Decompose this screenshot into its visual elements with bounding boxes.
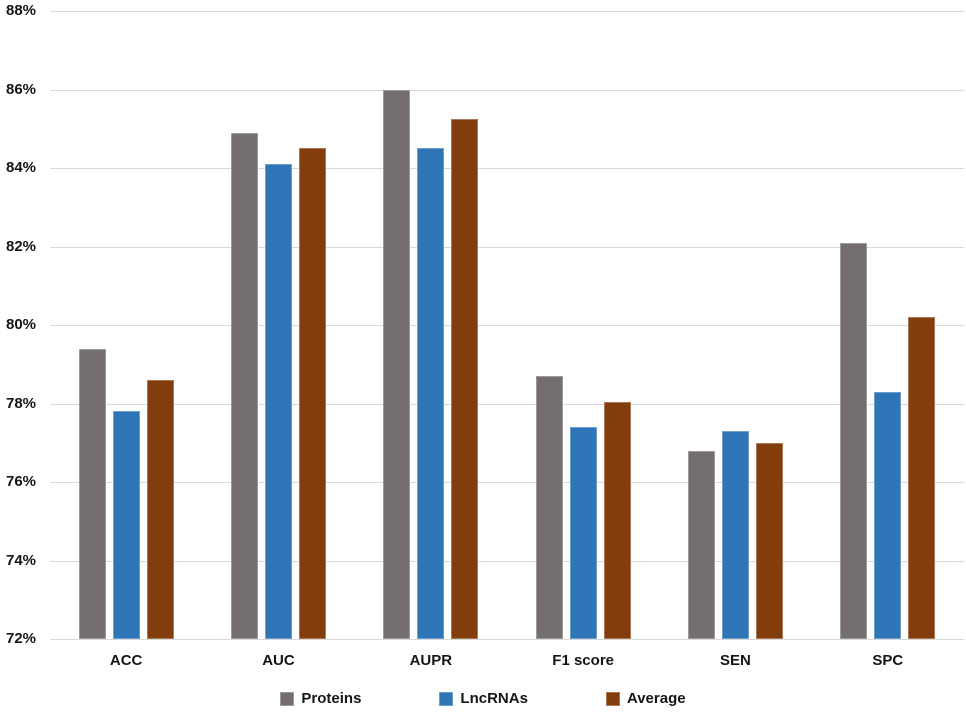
y-tick-label: 78% (6, 394, 37, 412)
bar-average-sen (756, 442, 783, 639)
bar-proteins-f1-score (535, 376, 563, 639)
plot-area (50, 11, 964, 640)
x-category-label: F1 score (552, 652, 614, 669)
bar-average-aupr (451, 118, 479, 639)
x-category-label: ACC (109, 652, 143, 669)
legend-item-proteins: Proteins (280, 690, 361, 707)
y-tick-label: 80% (6, 316, 37, 333)
bar-average-auc (299, 148, 326, 639)
bar-lncrnas-auc (265, 164, 292, 639)
y-tick-label: 82% (6, 237, 37, 255)
legend-label: Average (626, 690, 686, 707)
legend-item-lncrnas: LncRNAs (439, 690, 528, 707)
y-gridline (50, 11, 964, 12)
chart-legend: Proteins LncRNAs Average (0, 690, 966, 707)
bar-proteins-sen (688, 450, 715, 639)
x-category-label: SEN (720, 652, 751, 669)
y-gridline (50, 325, 964, 326)
legend-item-average: Average (605, 690, 686, 707)
y-tick-label: 86% (6, 80, 37, 98)
bar-average-acc (146, 380, 174, 639)
x-category-label: SPC (872, 652, 904, 669)
bar-proteins-acc (78, 348, 106, 639)
legend-label: Proteins (301, 690, 362, 707)
y-tick-label: 84% (6, 159, 37, 176)
y-gridline (50, 639, 964, 640)
bar-lncrnas-aupr (417, 148, 445, 639)
bar-lncrnas-f1-score (569, 427, 597, 639)
y-gridline (50, 168, 964, 169)
y-tick-label: 88% (6, 2, 37, 19)
y-tick-label: 76% (6, 473, 37, 490)
legend-label: LncRNAs (460, 690, 528, 707)
y-gridline (50, 482, 964, 483)
x-category-label: AUPR (409, 652, 453, 669)
bar-average-spc (908, 317, 936, 639)
bar-lncrnas-spc (874, 391, 902, 639)
x-category-label: AUC (262, 652, 295, 669)
y-gridline (50, 89, 964, 91)
bar-average-f1-score (603, 401, 631, 639)
bar-lncrnas-sen (722, 431, 749, 639)
bar-proteins-spc (840, 242, 868, 639)
bar-proteins-aupr (383, 89, 411, 639)
bar-proteins-auc (231, 132, 258, 639)
y-gridline (50, 246, 964, 248)
bar-lncrnas-acc (112, 411, 140, 639)
legend-marker-proteins (280, 691, 295, 706)
legend-marker-lncrnas (439, 691, 454, 706)
y-tick-label: 74% (6, 551, 37, 569)
y-tick-label: 72% (6, 630, 37, 647)
y-gridline (50, 403, 964, 405)
legend-marker-average (605, 691, 620, 706)
y-gridline (50, 560, 964, 562)
